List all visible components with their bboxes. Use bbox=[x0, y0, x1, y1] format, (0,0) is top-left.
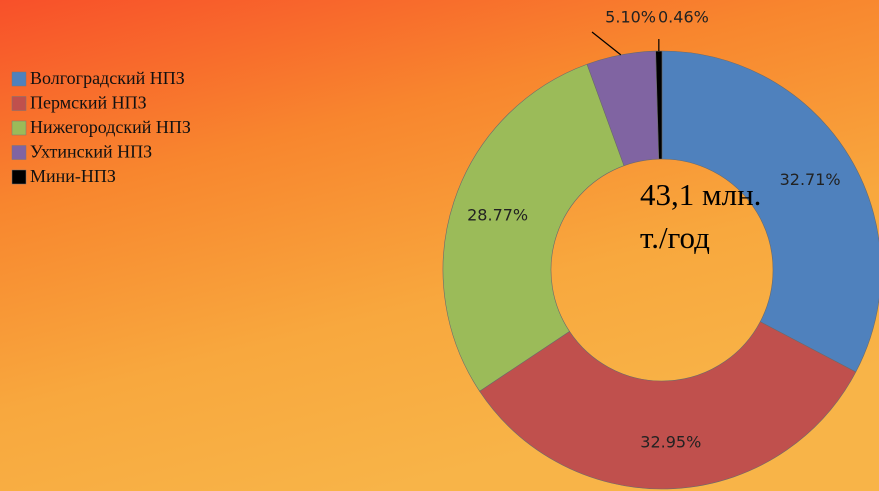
data-label: 32.71% bbox=[780, 170, 841, 189]
donut-slice bbox=[661, 50, 879, 373]
donut-slice bbox=[655, 50, 663, 160]
data-label: 32.95% bbox=[640, 432, 701, 451]
donut-slice bbox=[442, 63, 625, 392]
legend-label: Пермский НПЗ bbox=[30, 93, 147, 113]
center-text: т./год bbox=[640, 220, 710, 255]
data-label: 28.77% bbox=[467, 205, 528, 224]
data-label: 0.46% bbox=[658, 8, 709, 27]
legend-swatch bbox=[11, 96, 27, 111]
donut-slice bbox=[479, 321, 857, 490]
center-text: 43,1 млн. bbox=[640, 177, 761, 212]
legend-label: Нижегородский НПЗ bbox=[30, 117, 191, 137]
legend-label: Ухтинский НПЗ bbox=[30, 142, 152, 162]
legend-label: Мини-НПЗ bbox=[30, 166, 116, 186]
legend-swatch bbox=[11, 120, 27, 136]
legend-label: Волгоградский НПЗ bbox=[30, 68, 185, 88]
data-label: 5.10% bbox=[605, 8, 656, 27]
legend-swatch bbox=[11, 169, 27, 185]
legend-swatch bbox=[11, 71, 27, 87]
leader-line bbox=[591, 31, 622, 56]
legend-swatch bbox=[11, 145, 27, 160]
